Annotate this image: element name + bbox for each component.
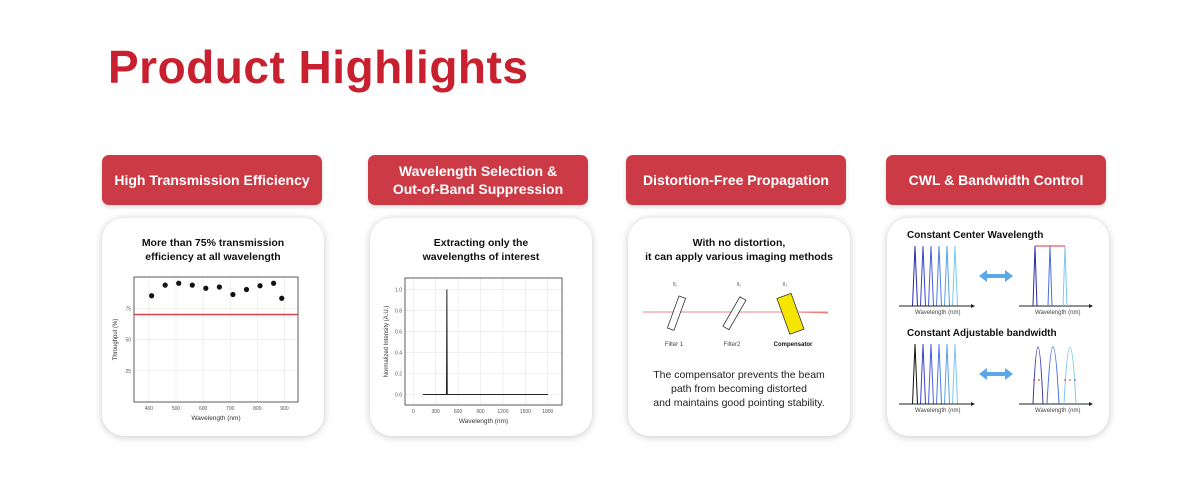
data-point — [189, 282, 195, 288]
spectrum-peak — [1047, 245, 1053, 307]
filter-1-shape — [666, 295, 687, 331]
filter-2-shape — [722, 296, 747, 331]
card-wavelength-selection: Extracting only the wavelengths of inter… — [370, 218, 592, 436]
plot-frame — [404, 277, 563, 406]
double-arrow-icon — [979, 270, 1013, 282]
x-tick-label: 1500 — [520, 409, 531, 415]
x-tick-label: 900 — [280, 406, 289, 412]
compensator-label: Compensator — [774, 342, 813, 348]
angle-label: θ₁ — [673, 282, 678, 288]
axis-label: Wavelength (nm) — [915, 408, 961, 414]
double-arrow-icon — [979, 368, 1013, 380]
spectrum-peak — [944, 245, 950, 307]
transmission-chart: 400 500 600 700 800 900 25 50 75 Wavelength (nm) T… — [113, 276, 299, 422]
data-point — [230, 291, 236, 298]
spectrum-peak — [920, 343, 926, 405]
x-tick-label: 400 — [145, 406, 154, 412]
x-tick-label: 600 — [199, 406, 208, 412]
highlight-header-cwl-bandwidth: CWL & Bandwidth Control — [886, 155, 1106, 205]
spectrum-chart: 0 300 600 900 1200 1500 1800 0.0 0.2 0.4 0.6 0.8 1.0… — [384, 277, 563, 425]
spectrum-peak — [920, 245, 926, 307]
x-tick-label: 0 — [412, 409, 415, 415]
card-title: Extracting only the wavelengths of inter… — [422, 237, 540, 263]
spectrum-peak — [936, 343, 942, 405]
y-tick-label: 0.4 — [395, 351, 402, 357]
data-point — [243, 286, 250, 293]
spectrum-peak — [1032, 245, 1038, 307]
adjustable-bandwidth-diagram — [899, 343, 1093, 406]
axis-label: Wavelength (nm) — [915, 310, 961, 316]
angle-label: θ₂ — [737, 282, 742, 288]
data-point — [176, 280, 182, 286]
constant-cwl-diagram — [899, 245, 1093, 308]
spectrum-peak — [1032, 346, 1044, 405]
spectrum-peak — [928, 245, 934, 307]
y-tick-label: 50 — [125, 338, 131, 344]
data-point — [271, 280, 277, 286]
spectrum-peak — [1046, 346, 1060, 405]
x-axis-label: Wavelength (nm) — [459, 418, 508, 425]
spectrum-peak — [1063, 346, 1077, 405]
beam-path-diagram: θ₁ θ₂ θ₃ Filter 1 Filter2 Compensator — [643, 282, 829, 348]
y-tick-label: 0.8 — [395, 309, 402, 315]
data-point — [162, 282, 168, 288]
spectrum-peak — [912, 343, 918, 405]
spectrum-peak — [944, 343, 950, 405]
section-title: Constant Center Wavelength — [907, 230, 1044, 241]
y-tick-label: 1.0 — [395, 288, 402, 294]
y-axis-label: Normalized Intensity (A.U.) — [384, 306, 390, 378]
filter-2-label: Filter2 — [724, 342, 741, 348]
axis-arrow-icon — [971, 402, 975, 406]
spectrum-peak — [928, 343, 934, 405]
x-tick-label: 600 — [454, 409, 463, 415]
x-tick-label: 800 — [253, 406, 262, 412]
card-title: More than 75% transmission efficiency at… — [141, 237, 285, 263]
x-axis-label: Wavelength (nm) — [191, 415, 240, 422]
x-tick-label: 1800 — [542, 409, 553, 415]
spectrum-peak — [952, 245, 958, 307]
axis-arrow-icon — [971, 304, 975, 308]
filter-1-label: Filter 1 — [665, 342, 684, 348]
data-point — [149, 293, 155, 299]
axis-label: Wavelength (nm) — [1035, 408, 1081, 414]
highlight-header-distortion-free: Distortion-Free Propagation — [626, 155, 846, 205]
angle-label: θ₃ — [783, 282, 788, 288]
axis-arrow-icon — [1089, 402, 1093, 406]
y-tick-label: 0.2 — [395, 372, 402, 378]
y-tick-label: 0.0 — [395, 393, 402, 399]
y-tick-label: 25 — [125, 369, 131, 375]
y-tick-label: 75 — [125, 306, 131, 312]
x-tick-label: 1200 — [497, 409, 508, 415]
spectrum-line — [422, 289, 548, 396]
x-tick-label: 500 — [172, 406, 181, 412]
y-tick-label: 0.6 — [395, 330, 402, 336]
spectrum-peak — [1062, 245, 1068, 307]
data-point — [216, 284, 222, 290]
card-caption: The compensator prevents the beam path f… — [653, 369, 825, 409]
y-axis-label: Throughput (%) — [113, 319, 119, 361]
spectrum-peak — [912, 245, 918, 307]
section-title: Constant Adjustable bandwidth — [907, 328, 1057, 339]
page-title: Product Highlights — [108, 41, 529, 93]
highlight-header-transmission: High Transmission Efficiency — [102, 155, 322, 205]
axis-label: Wavelength (nm) — [1035, 310, 1081, 316]
x-tick-label: 300 — [431, 409, 440, 415]
compensator-shape — [776, 292, 805, 335]
highlight-header-wavelength-selection: Wavelength Selection & Out-of-Band Suppr… — [368, 155, 588, 205]
card-cwl-bandwidth: Constant Center Wavelength Constant Adju… — [887, 218, 1109, 436]
card-title: With no distortion, it can apply various… — [645, 237, 833, 263]
x-tick-label: 900 — [476, 409, 485, 415]
spectrum-peak — [936, 245, 942, 307]
data-point — [257, 283, 263, 289]
plot-frame — [133, 276, 299, 403]
axis-arrow-icon — [1089, 304, 1093, 308]
x-tick-label: 700 — [226, 406, 235, 412]
card-transmission: More than 75% transmission efficiency at… — [102, 218, 324, 436]
data-point — [279, 295, 285, 301]
card-distortion-free: With no distortion, it can apply various… — [628, 218, 850, 436]
beam-line-out — [795, 311, 829, 314]
data-point — [203, 285, 209, 291]
spectrum-peak — [952, 343, 958, 405]
